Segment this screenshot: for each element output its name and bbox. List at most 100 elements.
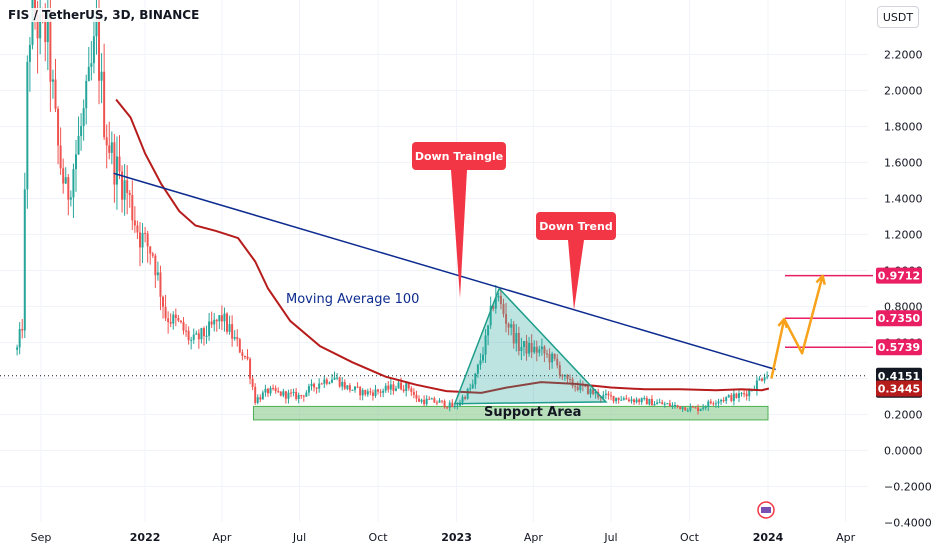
candle-body <box>604 393 607 395</box>
candle-body <box>630 399 633 402</box>
candle-body <box>748 390 751 397</box>
y-tick-label: −0.2000 <box>884 481 932 494</box>
candle-body <box>82 108 85 127</box>
candle-body <box>730 395 733 401</box>
candle-body <box>453 405 456 408</box>
candle-body <box>469 388 472 390</box>
candle-body <box>290 392 293 394</box>
candle-body <box>336 377 339 379</box>
candle-body <box>415 394 418 399</box>
candle-body <box>571 379 574 387</box>
candle-body <box>474 373 477 385</box>
chart-grid <box>0 0 868 522</box>
candle-body <box>179 320 182 323</box>
level-price-label: 0.9712 <box>878 270 920 283</box>
candle-body <box>443 400 446 408</box>
candle-body <box>686 410 689 412</box>
candle-body <box>574 386 577 388</box>
level-price-label-bg <box>876 310 922 327</box>
candle-body <box>72 169 75 198</box>
candle-body <box>640 398 643 403</box>
candle-body <box>54 79 57 109</box>
projection-arrowhead <box>777 317 788 329</box>
candle-body <box>302 395 305 397</box>
candle-body <box>709 401 712 404</box>
candle-body <box>658 402 661 404</box>
candle-body <box>612 395 615 402</box>
candle-body <box>136 225 139 233</box>
candle-body <box>341 382 344 387</box>
candle-body <box>397 382 400 389</box>
candle-body <box>615 397 618 402</box>
candle-body <box>379 391 382 393</box>
candle-body <box>451 402 454 408</box>
candle-body <box>151 253 154 256</box>
candle-body <box>569 379 572 381</box>
candle-body <box>679 406 682 410</box>
candle-body <box>274 388 277 392</box>
candle-body <box>489 305 492 326</box>
candle-body <box>220 315 223 322</box>
candle-body <box>215 319 218 322</box>
candle-body <box>202 328 205 337</box>
candle-body <box>648 398 651 405</box>
candle-body <box>131 194 134 221</box>
candle-body <box>100 71 103 81</box>
y-tick-label: 0.2000 <box>884 409 923 422</box>
y-tick-label: 2.2000 <box>884 49 923 62</box>
currency-button[interactable]: USDT <box>877 6 919 28</box>
candle-body <box>712 403 715 405</box>
candle-body <box>366 391 369 395</box>
candle-body <box>602 394 605 399</box>
candle-body <box>586 385 589 395</box>
candle-body <box>371 392 374 396</box>
candle-body <box>118 156 121 172</box>
candle-body <box>466 388 469 399</box>
candle-body <box>735 393 738 398</box>
candle-body <box>620 399 623 401</box>
candle-body <box>159 272 162 297</box>
candle-body <box>515 332 518 344</box>
candle-body <box>218 315 221 322</box>
candle-body <box>310 383 313 387</box>
candle-body <box>420 399 423 402</box>
candle-body <box>394 388 397 391</box>
candle-body <box>505 314 508 324</box>
candle-body <box>625 398 628 400</box>
candle-body <box>599 397 602 399</box>
candle-body <box>487 325 490 336</box>
candle-body <box>238 339 241 353</box>
x-tick-label: Apr <box>836 531 856 544</box>
candle-body <box>464 397 467 399</box>
level-price-label-bg <box>876 339 922 356</box>
candle-body <box>714 403 717 405</box>
candle-body <box>90 63 93 67</box>
candle-body <box>320 383 323 385</box>
candle-body <box>492 305 495 309</box>
candle-body <box>761 378 764 381</box>
candle-body <box>185 330 188 332</box>
candle-body <box>113 142 116 185</box>
candle-body <box>343 382 346 389</box>
candle-body <box>525 341 528 354</box>
candle-body <box>287 392 290 399</box>
candle-body <box>169 321 172 324</box>
candle-body <box>264 388 267 393</box>
candle-body <box>338 377 341 387</box>
candle-body <box>502 303 505 315</box>
candle-body <box>638 399 641 403</box>
candle-body <box>123 180 126 200</box>
candle-body <box>348 385 351 391</box>
candle-body <box>448 402 451 408</box>
candle-body <box>430 398 433 400</box>
candle-body <box>497 295 500 298</box>
candle-body <box>261 392 264 400</box>
candle-body <box>69 197 72 200</box>
candle-body <box>592 389 595 394</box>
candle-body <box>16 347 19 350</box>
candle-body <box>359 387 362 396</box>
candle-body <box>668 403 671 407</box>
candle-body <box>361 390 364 396</box>
candle-body <box>609 395 612 397</box>
candle-body <box>517 332 520 352</box>
